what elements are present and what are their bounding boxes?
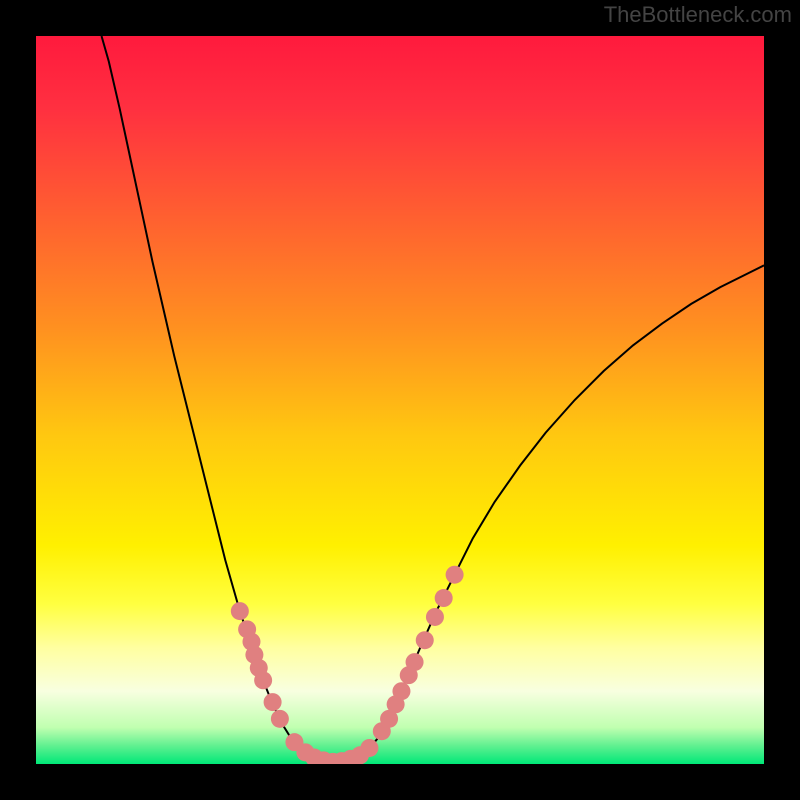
sample-dot <box>271 710 289 728</box>
sample-dot <box>360 739 378 757</box>
sample-dot <box>446 566 464 584</box>
bottleneck-chart <box>0 0 800 800</box>
sample-dot <box>435 589 453 607</box>
watermark-label: TheBottleneck.com <box>604 2 792 28</box>
chart-stage: TheBottleneck.com <box>0 0 800 800</box>
sample-dot <box>392 682 410 700</box>
sample-dot <box>264 693 282 711</box>
sample-dot <box>231 602 249 620</box>
sample-dot <box>416 631 434 649</box>
sample-dot <box>254 671 272 689</box>
sample-dot <box>406 653 424 671</box>
sample-dot <box>426 608 444 626</box>
plot-area <box>36 36 764 764</box>
